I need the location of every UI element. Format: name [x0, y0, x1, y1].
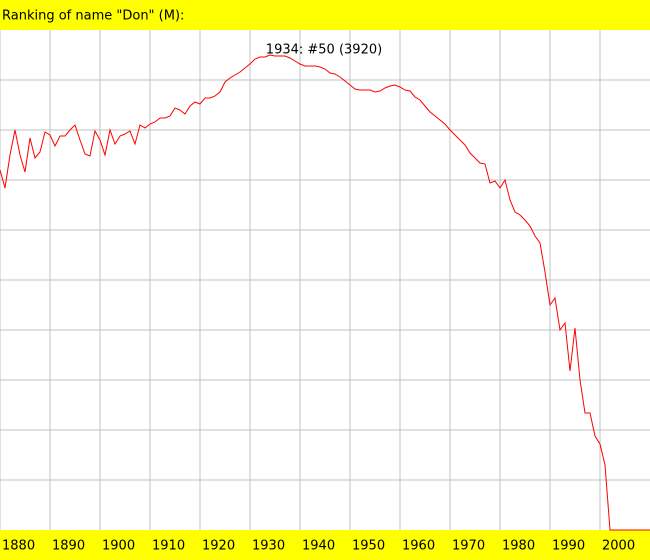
x-tick-label: 1930: [252, 539, 285, 554]
axis-band: [0, 530, 650, 560]
annotation: 1934: #50 (3920): [266, 43, 382, 58]
x-tick-label: 1910: [152, 539, 185, 554]
x-tick-label: 1970: [452, 539, 485, 554]
line: [0, 54, 650, 531]
x-tick-label: 2000: [602, 539, 635, 554]
x-tick-label: 1960: [402, 539, 435, 554]
x-tick-label: 1990: [552, 539, 585, 554]
x-tick-label: 1980: [502, 539, 535, 554]
x-tick-label: 1950: [352, 539, 385, 554]
x-tick-label: 1900: [102, 539, 135, 554]
chart-title: Ranking of name "Don" (M):: [2, 9, 184, 24]
x-tick-label: 1880: [2, 539, 35, 554]
x-tick-label: 1940: [302, 539, 335, 554]
title-band: [0, 0, 650, 30]
x-tick-label: 1890: [52, 539, 85, 554]
x-tick-label: 1920: [202, 539, 235, 554]
